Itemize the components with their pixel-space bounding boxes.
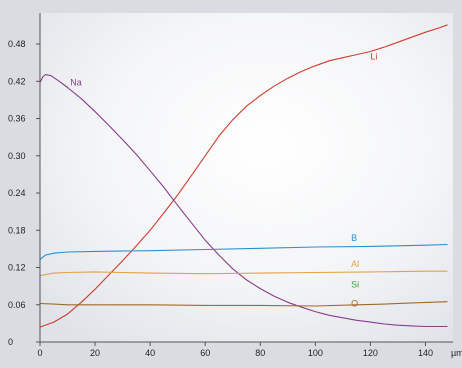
x-tick-label: 20	[90, 348, 100, 358]
series-line-o	[39, 301, 448, 307]
x-tick-label: 40	[145, 348, 155, 358]
series-label-na: Na	[70, 78, 82, 88]
tick-labels: 0 0.06 0.12 0.18 0.24 0.30 0.36 0.42 0.48 0 20 40 60…	[8, 39, 462, 358]
x-tick-label: 100	[308, 348, 323, 358]
x-tick-label: 60	[200, 348, 210, 358]
series-label-li: Li	[370, 52, 377, 62]
x-tick-label: 80	[255, 348, 265, 358]
x-tick-label: 0	[37, 348, 42, 358]
series-line-b	[39, 243, 448, 260]
y-tick-label: 0.36	[8, 114, 26, 124]
series-labels: Li Na B Al Si O	[70, 52, 377, 309]
x-unit-label: µm	[451, 348, 462, 358]
y-tick-label: 0.18	[8, 225, 26, 235]
series-line-al	[39, 270, 448, 277]
y-tick-label: 0.24	[8, 188, 26, 198]
axes	[39, 13, 453, 343]
series-line-na	[39, 73, 448, 328]
x-tick-label: 140	[418, 348, 433, 358]
series-label-al: Al	[351, 259, 359, 269]
series-label-si: Si	[351, 279, 359, 289]
y-tick-label: 0.12	[8, 263, 26, 273]
series-line-li	[39, 24, 448, 328]
y-tick-label: 0.48	[8, 39, 26, 49]
series-label-b: B	[351, 233, 357, 243]
y-tick-label: 0.06	[8, 300, 26, 310]
y-tick-label: 0.30	[8, 151, 26, 161]
series-layer	[39, 24, 448, 328]
series-label-o: O	[351, 299, 358, 309]
plot-area	[40, 13, 453, 342]
y-tick-label: 0.42	[8, 76, 26, 86]
x-tick-label: 120	[363, 348, 378, 358]
y-tick-label: 0	[8, 337, 13, 347]
